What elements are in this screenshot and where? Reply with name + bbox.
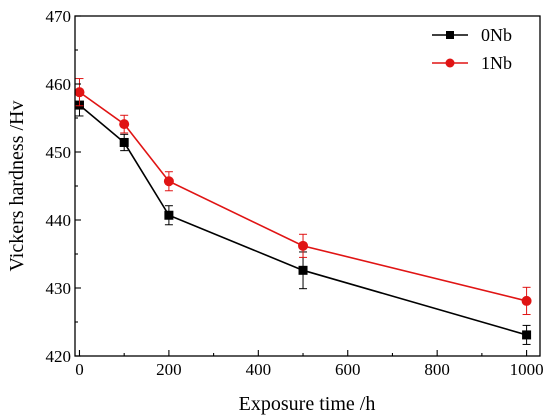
data-point	[74, 87, 85, 98]
x-tick-label: 1000	[510, 360, 544, 379]
y-tick-label: 450	[46, 143, 72, 162]
series-1nb	[74, 78, 532, 316]
y-tick-label: 460	[46, 75, 72, 94]
series-line-0nb	[78, 104, 527, 336]
data-point	[522, 330, 532, 340]
legend: 0Nb 1Nb	[432, 25, 512, 73]
plot-frame	[74, 15, 541, 357]
legend-marker-0nb	[446, 31, 454, 39]
x-tick-label: 200	[156, 360, 182, 379]
legend-label-1nb: 1Nb	[481, 53, 512, 73]
y-axis-title: Vickers hardness /Hv	[6, 101, 28, 272]
data-point	[163, 176, 174, 187]
x-tick-label: 400	[246, 360, 272, 379]
series-0nb	[74, 93, 532, 345]
data-point	[164, 210, 174, 220]
series-layer	[74, 78, 532, 345]
legend-marker-1nb	[445, 58, 455, 68]
data-point	[298, 265, 308, 275]
data-point	[298, 240, 309, 251]
y-tick-label: 420	[46, 347, 72, 366]
y-tick-label: 440	[46, 211, 72, 230]
x-axis-title: Exposure time /h	[239, 393, 376, 415]
x-tick-label: 600	[335, 360, 361, 379]
y-tick-label: 430	[46, 279, 72, 298]
data-point	[521, 295, 532, 306]
x-tick-label: 800	[424, 360, 450, 379]
tick-layer: 0 200 400 600 800 1000 420 430 440 450 460 470	[46, 7, 544, 379]
data-point	[119, 137, 129, 147]
y-tick-label: 470	[46, 7, 72, 26]
x-tick-label: 0	[75, 360, 84, 379]
legend-label-0nb: 0Nb	[481, 25, 512, 45]
data-point	[119, 119, 130, 130]
